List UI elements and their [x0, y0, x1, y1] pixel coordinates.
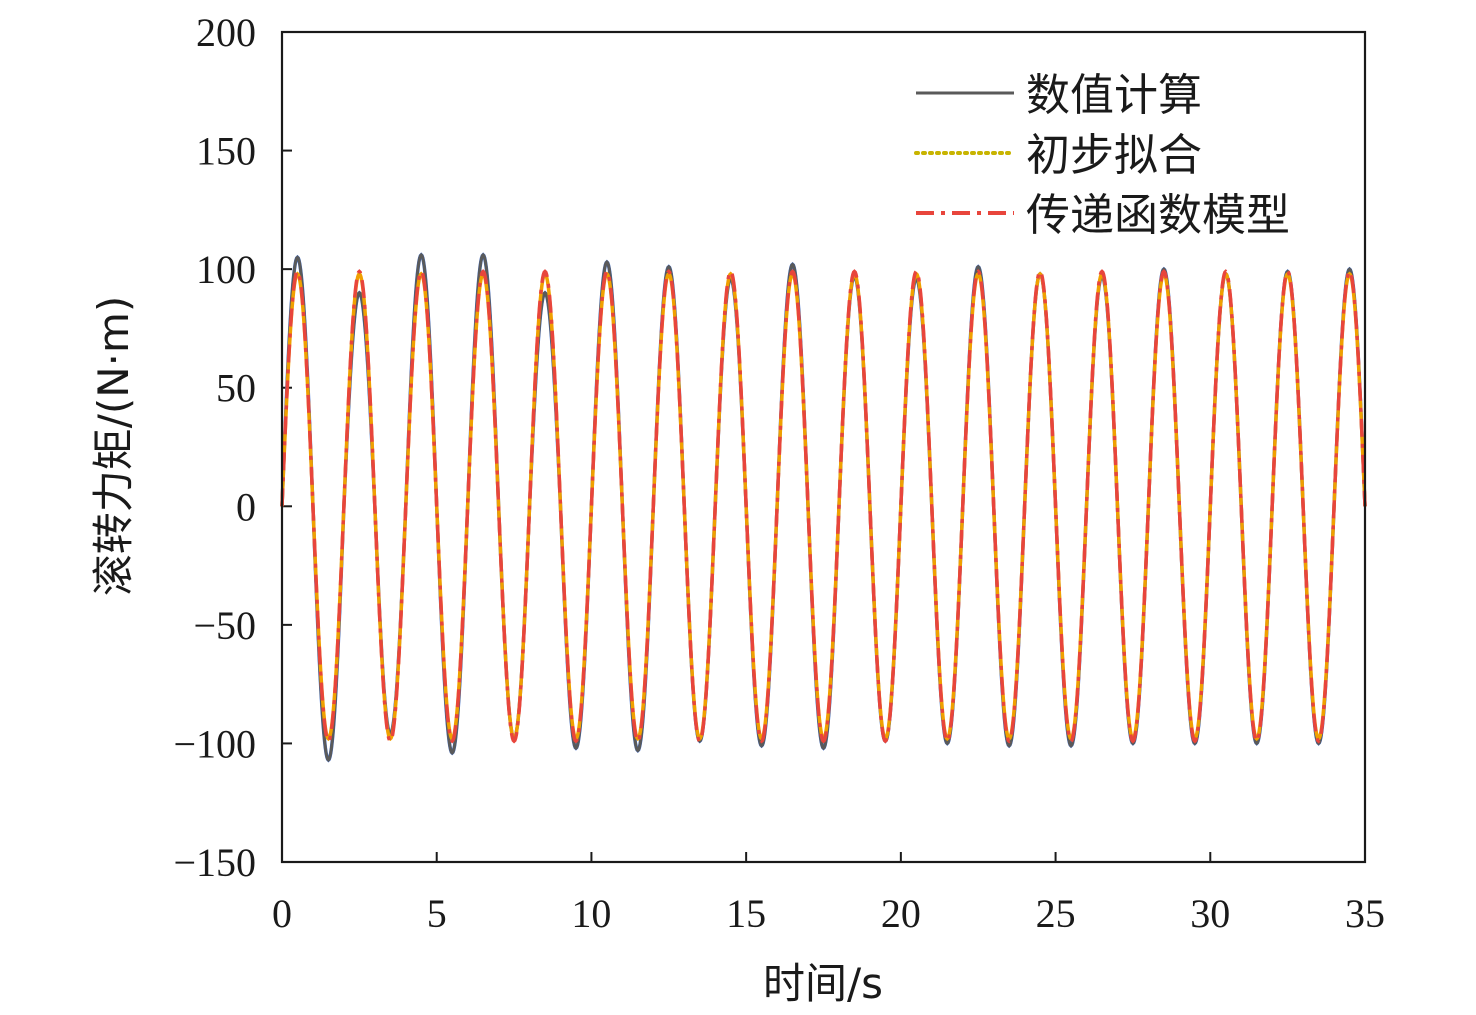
series-layer	[280, 252, 1367, 763]
y-tick-label: 0	[236, 484, 256, 529]
x-tick-label: 30	[1190, 891, 1230, 936]
x-tick-label: 0	[272, 891, 292, 936]
y-tick-label: 200	[196, 10, 256, 55]
legend-label-numeric: 数值计算	[1026, 70, 1202, 121]
series-transfer-line	[280, 269, 1367, 744]
x-axis-title: 时间/s	[763, 959, 883, 1008]
legend: 数值计算 初步拟合 传递函数模型	[914, 70, 1290, 241]
y-tick-label: −150	[173, 840, 256, 885]
legend-label-transfer: 传递函数模型	[1026, 190, 1290, 241]
plot-frame	[280, 30, 1367, 864]
legend-label-fit: 初步拟合	[1026, 130, 1202, 181]
y-tick-label: 100	[196, 247, 256, 292]
ticks-layer: 0 5 10 15 20 25 30 35 200 150 100 50 0 −50 −100 −150	[173, 10, 1385, 936]
x-tick-label: 5	[427, 891, 447, 936]
x-tick-label: 10	[571, 891, 611, 936]
y-tick-label: 150	[196, 129, 256, 174]
y-tick-label: 50	[216, 366, 256, 411]
x-tick-label: 15	[726, 891, 766, 936]
y-tick-label: −50	[193, 603, 256, 648]
x-tick-label: 35	[1345, 891, 1385, 936]
x-tick-label: 20	[881, 891, 921, 936]
x-tick-label: 25	[1036, 891, 1076, 936]
y-axis-title: 滚转力矩/(N·m)	[89, 296, 138, 597]
y-tick-label: −100	[173, 721, 256, 766]
